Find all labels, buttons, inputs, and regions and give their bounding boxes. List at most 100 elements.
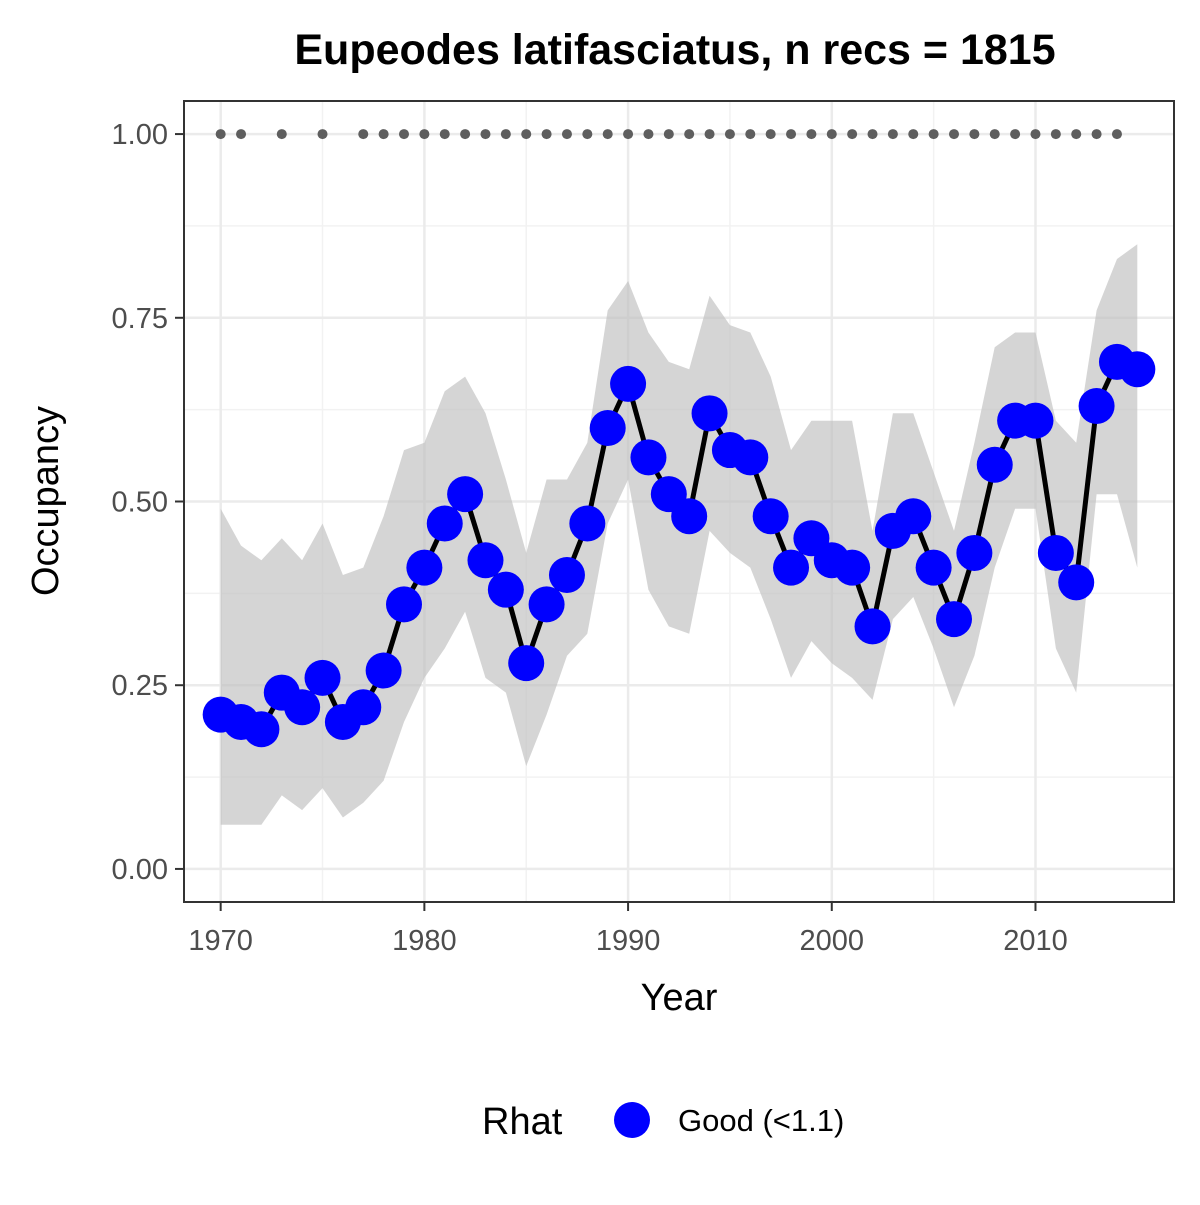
data-point [752,498,789,535]
data-point [834,549,871,586]
record-dot [439,129,450,140]
record-dot [704,129,715,140]
data-point [487,571,524,608]
record-dot [378,129,389,140]
record-dot [949,129,959,140]
record-dot [317,129,328,140]
data-point [284,689,321,726]
record-dot [602,129,613,140]
record-dot [541,129,552,140]
data-point [365,652,402,689]
record-dot [867,129,878,140]
record-dot [582,129,593,140]
y-tick-label: 0.75 [112,303,168,335]
record-dot [500,129,511,140]
y-axis: 0.00 0.25 0.50 0.75 1.00 [112,119,184,886]
y-tick-label: 0.50 [112,487,168,519]
data-point [1058,564,1095,601]
data-point [386,586,422,623]
record-dot [969,129,980,140]
record-dot [1111,129,1122,140]
data-point [508,645,545,682]
record-dot [847,129,858,140]
record-dot [908,129,919,140]
record-dot [989,129,1000,140]
record-dot [623,129,634,140]
legend-key-point [614,1102,650,1138]
data-point [1017,402,1054,439]
data-point [569,505,606,542]
x-tick-label: 1990 [596,925,661,957]
record-dot [460,129,471,140]
point-layer [202,343,1156,748]
x-tick-label: 2000 [800,925,865,957]
record-dot [1010,129,1021,140]
record-dot [561,129,572,140]
y-tick-label: 0.25 [112,670,168,702]
x-tick-label: 1980 [392,925,457,957]
data-point [691,395,728,432]
record-dots [215,129,1122,140]
data-point [854,608,891,645]
data-point [345,689,382,726]
y-axis-label: Occupancy [25,406,67,596]
record-dot [358,129,369,140]
x-tick-label: 1970 [188,925,253,957]
record-dot [684,129,695,140]
record-dot [1050,129,1061,140]
data-point [630,439,667,476]
data-point [671,498,708,535]
record-dot [215,129,226,140]
record-dot [826,129,837,140]
record-dot [399,129,409,140]
data-point [528,586,565,623]
data-point [1119,351,1156,388]
data-point [243,711,280,748]
record-dot [724,129,735,140]
record-dot [521,129,532,140]
data-point [467,542,504,579]
data-point [895,498,932,535]
data-point [447,476,484,513]
credible-interval-ribbon [220,244,1138,825]
record-dot [928,129,939,140]
legend-label-good: Good (<1.1) [678,1103,844,1138]
legend: Rhat Good (<1.1) [482,1101,844,1143]
data-point [406,549,443,586]
data-point [956,534,993,571]
data-point [915,549,952,586]
data-point [1037,534,1074,571]
record-dot [236,129,247,140]
record-dot [276,129,287,140]
record-dot [643,129,654,140]
data-point [610,365,647,402]
record-dot [806,129,817,140]
record-dot [786,129,797,140]
ribbon-layer [220,244,1138,825]
data-point [1078,387,1115,424]
data-point [773,549,810,586]
data-point [732,439,769,476]
data-point [976,446,1013,483]
record-dot [765,129,776,140]
y-tick-label: 0.00 [112,854,168,886]
data-point [426,505,463,542]
x-axis-label: Year [641,977,718,1019]
record-dot [1071,129,1082,140]
data-point [589,410,626,447]
record-dot [480,129,491,140]
record-dot [663,129,674,140]
data-point [548,556,585,593]
record-dot [1030,129,1041,140]
legend-title: Rhat [482,1101,563,1143]
record-dot [887,129,898,140]
y-tick-label: 1.00 [112,119,168,151]
record-dot [1091,129,1102,140]
record-dot [745,129,756,140]
data-point [936,601,972,638]
chart-title: Eupeodes latifasciatus, n recs = 1815 [294,26,1055,74]
x-axis: 1970 1980 1990 2000 2010 [188,902,1068,957]
x-tick-label: 2010 [1003,925,1068,957]
